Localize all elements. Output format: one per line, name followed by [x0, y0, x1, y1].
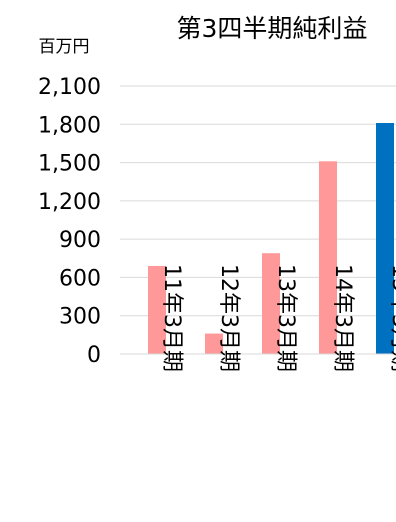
x-tick-label: 15年3月期 — [387, 264, 396, 372]
bar — [262, 253, 280, 354]
unit-label: 百万円 — [39, 37, 90, 57]
y-tick-label: 600 — [59, 266, 101, 291]
chart-title: 第3四半期純利益 — [177, 14, 368, 43]
y-tick-label: 1,800 — [38, 113, 101, 138]
y-tick-label: 1,500 — [38, 152, 101, 177]
y-tick-label: 1,200 — [38, 190, 101, 215]
y-tick-label: 0 — [87, 343, 101, 368]
x-tick-label: 12年3月期 — [216, 264, 241, 372]
bar — [205, 333, 223, 354]
x-axis-ticks: 11年3月期 12年3月期 13年3月期 14年3月期 15年3月期 — [159, 264, 396, 372]
bar — [376, 123, 394, 354]
x-tick-label: 14年3月期 — [330, 264, 355, 372]
bar — [148, 265, 166, 354]
x-tick-label: 11年3月期 — [159, 264, 184, 372]
y-tick-label: 300 — [59, 305, 101, 330]
x-tick-label: 13年3月期 — [273, 264, 298, 372]
y-tick-label: 900 — [59, 228, 101, 253]
bars — [148, 123, 394, 354]
y-tick-label: 2,100 — [38, 75, 101, 100]
bar — [319, 161, 337, 354]
y-axis-ticks: 0 300 600 900 1,200 1,500 1,800 2,100 — [38, 75, 101, 368]
